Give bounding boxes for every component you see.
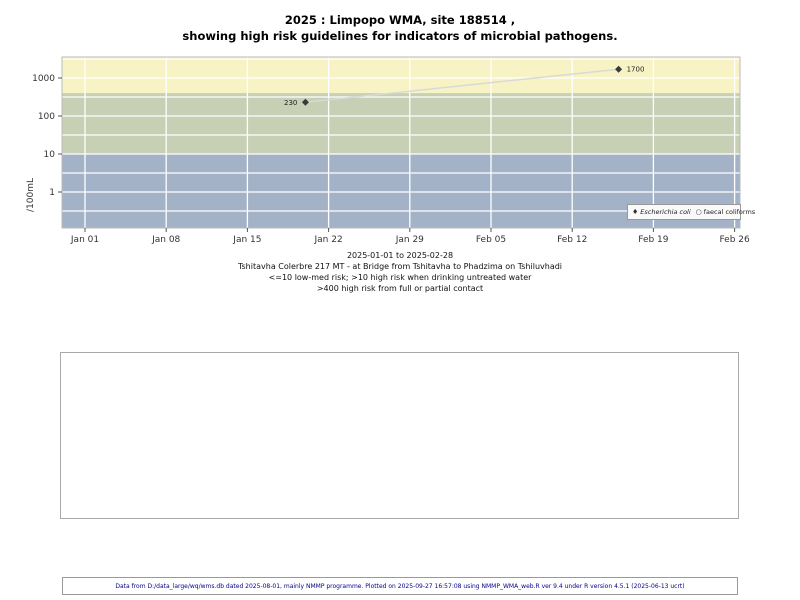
legend-label-ecoli: Escherichia coli <box>640 208 691 216</box>
caption-date-range: 2025-01-01 to 2025-02-28 <box>346 251 454 260</box>
svg-text:Jan 08: Jan 08 <box>151 235 180 245</box>
svg-text:Jan 29: Jan 29 <box>395 235 424 245</box>
svg-text:230: 230 <box>284 99 297 107</box>
svg-text:Jan 01: Jan 01 <box>70 235 99 245</box>
y-axis-label: /100mL <box>26 178 36 212</box>
svg-text:Jan 15: Jan 15 <box>232 235 261 245</box>
svg-text:Feb 05: Feb 05 <box>476 235 506 245</box>
data-point-diamond <box>301 98 309 106</box>
band-high-risk-drinking <box>62 93 740 154</box>
legend: ♦ Escherichia coli ○ faecal coliforms <box>627 204 755 220</box>
chart-title: 2025 : Limpopo WMA, site 188514 , showin… <box>0 12 800 44</box>
svg-text:Jan 22: Jan 22 <box>314 235 343 245</box>
legend-item-faecal: ○ faecal coliforms <box>696 208 756 216</box>
diamond-marker-icon: ♦ <box>632 208 639 216</box>
plot-svg: 1 10 100 1000 Jan 01 Jan 08 Jan 15 Jan 22 Jan 29… <box>32 56 750 245</box>
svg-text:Feb 12: Feb 12 <box>557 235 587 245</box>
svg-text:Feb 19: Feb 19 <box>638 235 669 245</box>
caption-site-description: Tshitavha Colerbre 217 MT - at Bridge fr… <box>237 262 563 271</box>
svg-text:100: 100 <box>38 112 55 122</box>
legend-label-faecal: faecal coliforms <box>703 208 756 216</box>
footer-box: Data from D:/data_large/wq/wms.db dated … <box>62 577 738 595</box>
svg-text:1000: 1000 <box>32 74 55 84</box>
chart-title-line1: 2025 : Limpopo WMA, site 188514 , <box>284 13 516 27</box>
chart-caption: 2025-01-01 to 2025-02-28 Tshitavha Coler… <box>0 250 800 294</box>
svg-text:1700: 1700 <box>627 66 645 74</box>
caption-risk-note-contact: >400 high risk from full or partial cont… <box>316 284 484 293</box>
chart-title-line2: showing high risk guidelines for indicat… <box>182 29 618 43</box>
circle-marker-icon: ○ <box>695 208 702 216</box>
svg-text:Feb 26: Feb 26 <box>719 235 750 245</box>
caption-risk-note-drinking: <=10 low-med risk; >10 high risk when dr… <box>268 273 532 282</box>
chart-area: /100mL 1 10 100 1000 Jan 01 Jan 08 Jan 15 Jan 2… <box>20 50 780 250</box>
data-point-diamond <box>615 65 623 73</box>
footer-note: Data from D:/data_large/wq/wms.db dated … <box>115 582 685 590</box>
legend-item-ecoli: ♦ Escherichia coli <box>632 208 691 216</box>
svg-text:10: 10 <box>44 150 56 160</box>
svg-text:1: 1 <box>49 188 55 198</box>
empty-info-box <box>60 352 739 519</box>
band-high-risk-contact <box>62 57 740 94</box>
